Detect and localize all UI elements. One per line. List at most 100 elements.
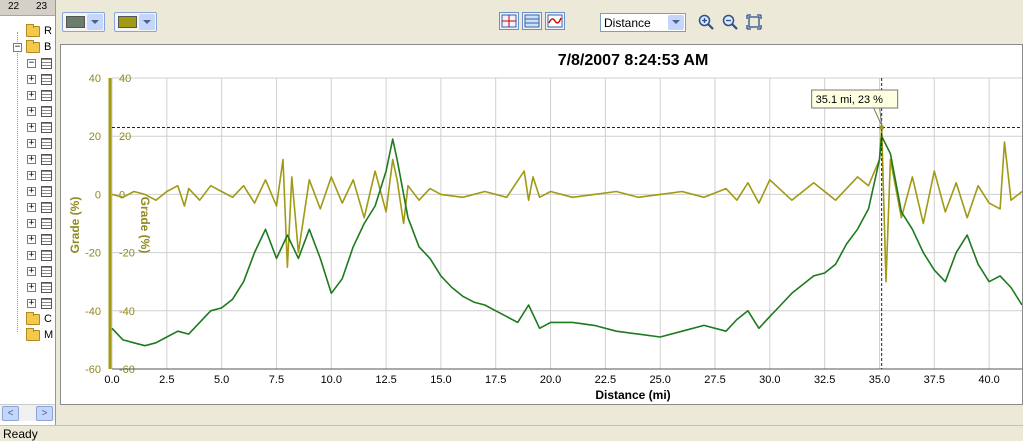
- x-tick-label: 32.5: [814, 374, 835, 386]
- tree-item[interactable]: +M: [0, 328, 55, 343]
- expand-plus-icon[interactable]: +: [27, 234, 36, 244]
- expand-plus-icon[interactable]: +: [27, 122, 36, 132]
- expand-plus-icon[interactable]: +: [27, 298, 36, 308]
- tree-header-number: 23: [36, 1, 48, 12]
- tree-item[interactable]: +C: [0, 312, 55, 327]
- expand-plus-icon[interactable]: +: [27, 106, 36, 116]
- tree-item[interactable]: +: [0, 168, 55, 183]
- line-chart[interactable]: 0.0 2.5 5.0 7.5 10.0 12.5 15.0 17.5 20.0 22.5 25.0…: [61, 45, 1022, 404]
- tree-item[interactable]: +: [0, 184, 55, 199]
- chart-plot-frame[interactable]: 0.0 2.5 5.0 7.5 10.0 12.5 15.0 17.5 20.0 22.5 25.0…: [60, 44, 1023, 405]
- expand-plus-icon[interactable]: +: [27, 218, 36, 228]
- x-tick-label: 5.0: [214, 374, 229, 386]
- tooltip-pointer: [872, 107, 883, 126]
- chart-bottom-strip: [58, 405, 1023, 425]
- expand-plus-icon[interactable]: +: [27, 138, 36, 148]
- y-tick-label: 20: [119, 131, 131, 143]
- y-tick-label: -20: [85, 248, 101, 260]
- tree-item[interactable]: +: [0, 88, 55, 103]
- expand-plus-icon[interactable]: +: [27, 186, 36, 196]
- x-axis-mode-select[interactable]: Distance: [600, 13, 686, 32]
- x-tick-label: 7.5: [269, 374, 284, 386]
- chart-axes: 0.0 2.5 5.0 7.5 10.0 12.5 15.0 17.5 20.0 22.5 25.0…: [68, 73, 1022, 386]
- expand-plus-icon[interactable]: +: [27, 266, 36, 276]
- cursor-point: [879, 125, 884, 130]
- fit-to-window-button[interactable]: [746, 14, 762, 30]
- y-tick-label: -20: [119, 248, 135, 260]
- expand-plus-icon[interactable]: +: [27, 170, 36, 180]
- grade-series-line: [111, 126, 1022, 283]
- activity-grid-icon: [41, 218, 52, 229]
- expand-plus-icon[interactable]: −: [27, 58, 36, 68]
- tree-item-label: R: [44, 25, 52, 37]
- tree-item[interactable]: +: [0, 248, 55, 263]
- crosshair-toggle-button[interactable]: [499, 12, 519, 30]
- activity-grid-icon: [41, 186, 52, 197]
- chart-title: 7/8/2007 8:24:53 AM: [558, 52, 709, 69]
- tree-item[interactable]: +: [0, 136, 55, 151]
- tree-item[interactable]: +: [0, 280, 55, 295]
- chevron-down-icon: [87, 14, 103, 30]
- expand-plus-icon[interactable]: +: [27, 154, 36, 164]
- tree-header-strip: 22 23: [0, 0, 55, 16]
- collapse-minus-icon[interactable]: −: [13, 42, 22, 52]
- x-tick-label: 40.0: [978, 374, 999, 386]
- tree-item[interactable]: +: [0, 216, 55, 231]
- tree-item[interactable]: +: [0, 200, 55, 215]
- y-tick-label: -40: [85, 306, 101, 318]
- expand-plus-icon[interactable]: +: [27, 202, 36, 212]
- x-tick-label: 17.5: [485, 374, 506, 386]
- tree-item[interactable]: +: [0, 120, 55, 135]
- chart-lines-toggle-button[interactable]: [522, 12, 542, 30]
- tree-item[interactable]: +: [0, 264, 55, 279]
- activity-grid-icon: [41, 58, 52, 69]
- zoom-out-button[interactable]: [722, 14, 738, 30]
- crosshair-icon: [501, 14, 517, 28]
- zoom-in-icon: [698, 14, 714, 30]
- chart-cursor: 35.1 mi, 23 %: [112, 78, 1022, 369]
- folder-icon: [26, 24, 40, 37]
- x-tick-label: 37.5: [924, 374, 945, 386]
- tree-item[interactable]: +: [0, 152, 55, 167]
- scroll-left-button[interactable]: <: [2, 406, 19, 421]
- y-tick-label: 0: [95, 189, 101, 201]
- y-tick-label: -60: [119, 364, 135, 376]
- tree-item[interactable]: +: [0, 104, 55, 119]
- activity-grid-icon: [41, 202, 52, 213]
- expand-plus-icon[interactable]: +: [27, 74, 36, 84]
- x-axis-title: Distance (mi): [595, 388, 670, 402]
- line-color-picker-right[interactable]: [114, 12, 157, 32]
- chart-toolbar: Distance: [58, 8, 1023, 38]
- tree-item[interactable]: +: [0, 296, 55, 311]
- tree-item[interactable]: +: [0, 72, 55, 87]
- horizontal-lines-icon: [524, 14, 540, 28]
- y-tick-label: 40: [89, 73, 101, 85]
- zoom-in-button[interactable]: [698, 14, 714, 30]
- folder-icon: [26, 40, 40, 53]
- y-tick-label: -40: [119, 306, 135, 318]
- status-text: Ready: [3, 427, 38, 441]
- activity-grid-icon: [41, 154, 52, 165]
- x-tick-label: 22.5: [595, 374, 616, 386]
- color-swatch: [118, 16, 137, 28]
- chart-pane: Distance: [58, 0, 1023, 425]
- tree-item-label: B: [44, 41, 52, 53]
- smoothing-toggle-button[interactable]: [545, 12, 565, 30]
- tree-item-label: M: [44, 329, 54, 341]
- x-tick-label: 27.5: [704, 374, 725, 386]
- tree-item[interactable]: +: [0, 232, 55, 247]
- expand-plus-icon[interactable]: +: [27, 282, 36, 292]
- activity-grid-icon: [41, 90, 52, 101]
- tree-horizontal-scrollbar[interactable]: < >: [0, 404, 55, 421]
- tree-item[interactable]: −: [0, 56, 55, 71]
- line-color-picker-left[interactable]: [62, 12, 105, 32]
- expand-plus-icon[interactable]: +: [27, 250, 36, 260]
- status-bar: Ready: [0, 425, 1023, 441]
- chart-series: [111, 126, 1022, 347]
- tree-item[interactable]: − B: [0, 40, 55, 55]
- scroll-right-button[interactable]: >: [36, 406, 53, 421]
- expand-plus-icon[interactable]: +: [27, 90, 36, 100]
- tree-item[interactable]: +R: [0, 24, 55, 39]
- x-tick-label: 0.0: [104, 374, 119, 386]
